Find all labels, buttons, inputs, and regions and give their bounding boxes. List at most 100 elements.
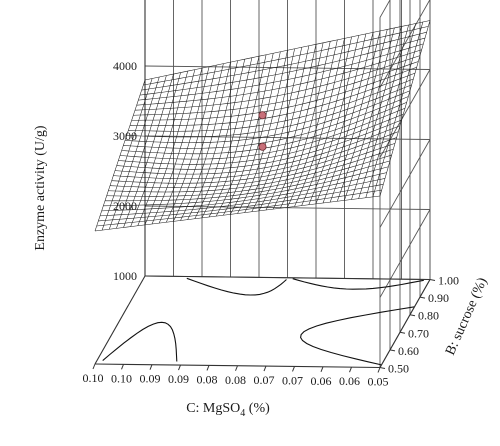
surface-mesh-line [316, 93, 319, 101]
surface-mesh-line [304, 181, 312, 184]
surface-mesh-line [256, 124, 264, 127]
surface-mesh-line [140, 109, 143, 116]
surface-mesh-line [313, 190, 321, 193]
surface-mesh-line [237, 212, 245, 214]
surface-mesh-line [329, 120, 332, 127]
surface-mesh-line [277, 88, 280, 96]
surface-mesh-line [120, 171, 123, 177]
surface-mesh-line [355, 125, 363, 129]
surface-mesh-line [373, 76, 376, 83]
surface-mesh-line [398, 37, 406, 40]
surface-mesh-line [219, 172, 223, 178]
surface-mesh-line [109, 228, 117, 230]
surface-mesh-line [313, 85, 321, 89]
surface-mesh-line [382, 89, 386, 97]
surface-mesh-line [117, 200, 120, 206]
surface-mesh-line [245, 178, 248, 184]
surface-mesh-line [301, 132, 309, 135]
surface-mesh-line [197, 198, 205, 200]
surface-mesh-line [206, 193, 214, 195]
surface-mesh-line [141, 172, 144, 178]
surface-mesh-line [263, 186, 271, 189]
surface-mesh-line [215, 200, 218, 205]
surface-mesh-line [365, 88, 373, 92]
surface-mesh-line [178, 148, 181, 154]
surface-mesh-line [258, 137, 261, 144]
surface-mesh-line [311, 113, 314, 121]
surface-mesh-line [252, 132, 256, 139]
surface-mesh-line [203, 79, 207, 87]
surface-mesh-line [389, 134, 392, 141]
surface-mesh-line [338, 87, 341, 95]
surface-mesh-line [338, 133, 342, 139]
surface-mesh-line [385, 34, 393, 37]
surface-mesh-line [412, 51, 415, 59]
z-axis-ticks: 100020003000400050006000 [113, 0, 137, 283]
surface-mesh-line [376, 62, 380, 70]
surface-mesh-line [227, 172, 230, 178]
surface-mesh-line [212, 209, 220, 211]
surface-mesh-line [272, 181, 280, 183]
surface-mesh-line [284, 114, 288, 121]
surface-mesh-line [286, 112, 294, 115]
surface-mesh-line [365, 128, 368, 134]
surface-mesh-line [116, 227, 124, 229]
surface-mesh-line [325, 173, 328, 179]
surface-mesh-line [293, 110, 302, 113]
surface-mesh-line [376, 184, 384, 186]
surface-mesh-line [242, 59, 246, 67]
surface-mesh-line [221, 69, 229, 71]
surface-mesh-line [240, 193, 248, 195]
surface-mesh-line [355, 73, 364, 77]
surface-mesh-line [201, 142, 204, 149]
surface-mesh-line [285, 158, 288, 164]
surface-mesh-line [143, 120, 147, 126]
surface-mesh-line [257, 164, 260, 170]
surface-mesh-line [395, 90, 398, 97]
surface-mesh-line [314, 153, 322, 157]
surface-mesh-line [377, 86, 380, 93]
surface-mesh-line [182, 158, 185, 165]
surface-mesh-line [236, 184, 239, 189]
surface-mesh-line [378, 110, 386, 115]
surface-mesh-line [162, 211, 165, 216]
surface-mesh-line [309, 181, 312, 186]
surface-mesh-line [389, 68, 398, 72]
surface-mesh-line [247, 189, 250, 194]
surface-mesh-line [359, 60, 367, 63]
surface-mesh-line [210, 210, 213, 214]
surface-mesh-line [214, 147, 217, 154]
surface-mesh-line [238, 182, 246, 185]
surface-mesh-line [185, 125, 188, 132]
surface-mesh-line [291, 164, 299, 167]
surface-mesh-line [405, 75, 409, 82]
surface-mesh-line [314, 170, 323, 174]
surface-mesh-line [390, 90, 398, 94]
surface-mesh-line [329, 180, 332, 186]
surface-mesh-line [289, 202, 297, 205]
surface-mesh-line [385, 125, 388, 132]
surface-mesh-line [173, 95, 182, 97]
surface-mesh-line [175, 178, 178, 184]
surface-mesh-line [384, 64, 392, 68]
surface-mesh-line [410, 57, 414, 65]
surface-mesh-line [380, 125, 388, 129]
surface-mesh-line [387, 139, 390, 146]
surface-mesh-line [178, 72, 181, 79]
surface-mesh-line [294, 70, 298, 79]
surface-mesh-line [316, 148, 324, 152]
surface-mesh-line [284, 179, 287, 184]
surface-mesh-line [314, 150, 317, 157]
surface-mesh-line [388, 113, 392, 120]
x-tick-label: 0.08 [225, 373, 246, 387]
surface-mesh-line [269, 128, 277, 131]
surface-mesh-line [307, 152, 310, 159]
surface-mesh-line [204, 178, 207, 183]
surface-mesh-line [336, 162, 339, 168]
x-tick-mark [178, 364, 181, 371]
surface-mesh-line [166, 221, 174, 223]
surface-mesh-line [261, 175, 269, 178]
surface-mesh-line [194, 164, 197, 170]
surface-mesh-line [239, 101, 243, 109]
surface-mesh-line [319, 50, 322, 59]
